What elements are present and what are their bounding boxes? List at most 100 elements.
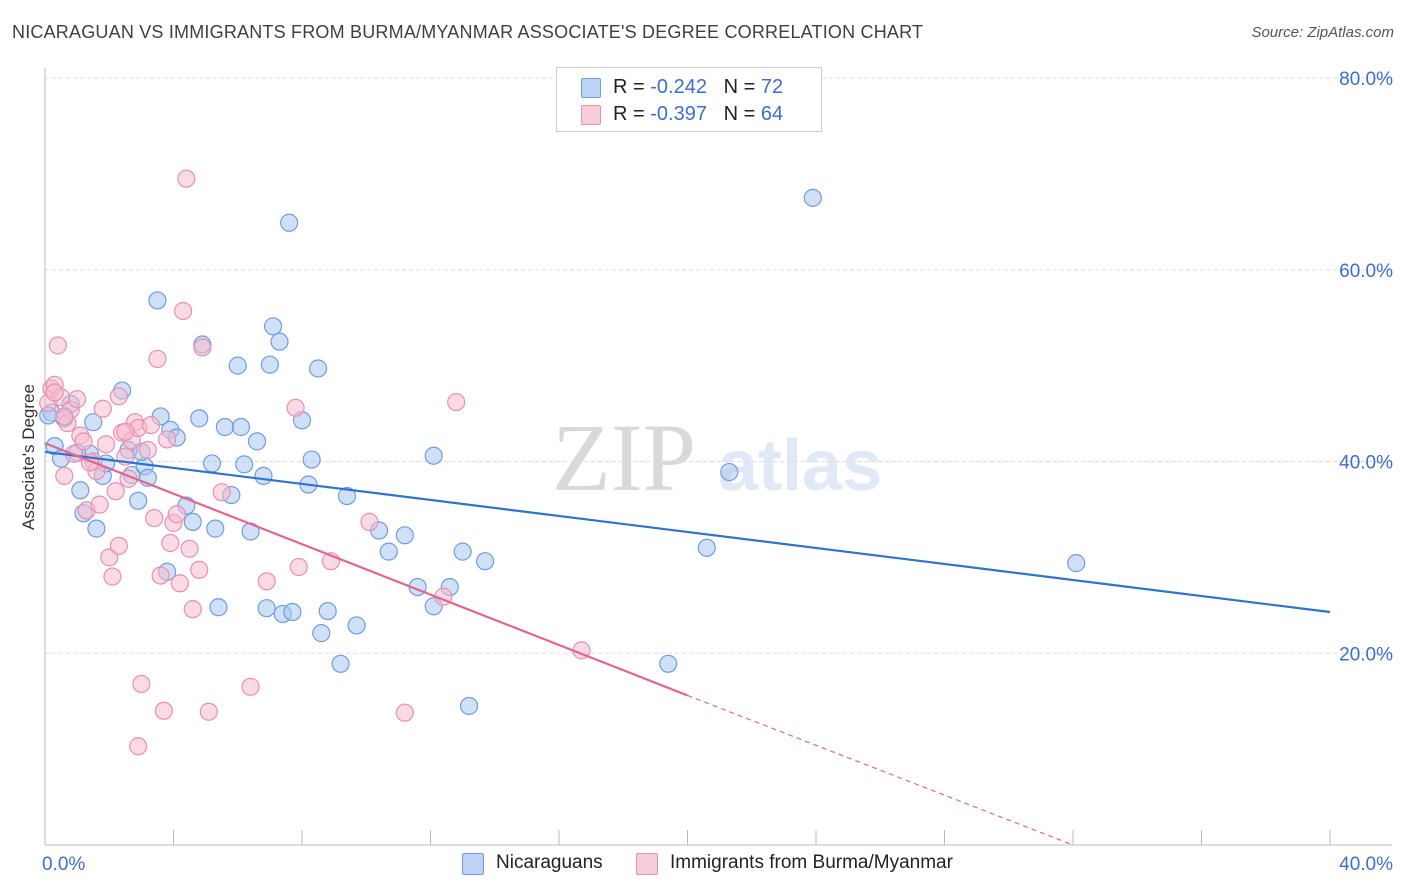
data-point bbox=[183, 600, 202, 619]
correlation-legend: R = -0.242 N = 72 R = -0.397 N = 64 bbox=[556, 67, 822, 132]
data-point bbox=[289, 557, 308, 577]
data-point bbox=[154, 701, 173, 720]
r-label: R = bbox=[613, 103, 651, 125]
data-point bbox=[228, 356, 247, 375]
bottom-legend-label: Immigrants from Burma/Myanmar bbox=[670, 852, 953, 873]
x-tick-label: 0.0% bbox=[42, 854, 85, 875]
bottom-swatch-pink bbox=[636, 853, 658, 875]
data-point bbox=[697, 538, 716, 557]
data-point bbox=[424, 446, 443, 465]
y-tick-label: 60.0% bbox=[1339, 261, 1393, 282]
chart-title: NICARAGUAN VS IMMIGRANTS FROM BURMA/MYAN… bbox=[12, 22, 924, 42]
data-point bbox=[212, 483, 231, 502]
data-point bbox=[803, 188, 822, 207]
data-point bbox=[167, 505, 186, 524]
data-point bbox=[45, 383, 64, 402]
data-point bbox=[157, 430, 177, 449]
data-point bbox=[283, 602, 302, 622]
r-value: -0.397 bbox=[650, 103, 707, 125]
data-point bbox=[476, 552, 495, 571]
bottom-legend-label: Nicaraguans bbox=[496, 852, 603, 873]
data-point bbox=[109, 387, 128, 406]
data-point bbox=[190, 409, 209, 428]
data-point bbox=[151, 566, 170, 585]
data-point bbox=[206, 519, 225, 538]
data-point bbox=[48, 336, 67, 355]
axes bbox=[44, 68, 1392, 846]
x-tick-label: 40.0% bbox=[1339, 854, 1393, 875]
data-point bbox=[241, 677, 260, 696]
data-point bbox=[103, 567, 122, 586]
data-point bbox=[347, 616, 366, 635]
n-value: 64 bbox=[760, 103, 784, 125]
data-point bbox=[177, 169, 196, 188]
data-point bbox=[96, 435, 116, 454]
watermark-zip: ZIP bbox=[552, 404, 696, 511]
data-point bbox=[148, 291, 167, 310]
data-point bbox=[209, 598, 228, 617]
data-point bbox=[148, 349, 167, 369]
data-point bbox=[231, 417, 251, 437]
data-point bbox=[129, 491, 148, 510]
data-point bbox=[312, 624, 331, 643]
y-tick-label: 40.0% bbox=[1339, 453, 1393, 474]
data-point bbox=[260, 355, 279, 374]
trend-line-burma bbox=[44, 442, 688, 697]
data-point bbox=[74, 432, 93, 451]
data-point bbox=[447, 392, 466, 412]
data-point bbox=[280, 213, 299, 232]
data-point bbox=[87, 519, 106, 538]
n-value: 72 bbox=[760, 76, 784, 98]
data-point bbox=[170, 574, 190, 593]
legend-text: R = -0.397 N = 64 bbox=[613, 103, 783, 126]
data-point bbox=[395, 526, 414, 545]
n-label: N = bbox=[723, 76, 761, 98]
data-point bbox=[257, 572, 276, 591]
trend-lines bbox=[44, 442, 1331, 846]
data-point bbox=[116, 422, 135, 441]
legend-swatch-pink bbox=[581, 105, 601, 125]
data-point bbox=[145, 508, 164, 528]
watermark-atlas: atlas bbox=[718, 426, 882, 506]
data-point bbox=[302, 450, 321, 469]
data-point bbox=[308, 359, 328, 378]
data-point bbox=[331, 654, 350, 673]
grid bbox=[45, 77, 1392, 654]
series-nicaraguans bbox=[39, 188, 1086, 716]
data-point bbox=[193, 338, 212, 357]
data-point bbox=[55, 466, 74, 485]
trend-line-nicaraguans bbox=[44, 450, 1331, 614]
data-point bbox=[337, 486, 357, 506]
data-point bbox=[247, 432, 267, 451]
data-point bbox=[109, 536, 128, 555]
data-point bbox=[183, 512, 202, 532]
data-point bbox=[235, 455, 254, 474]
data-point bbox=[263, 317, 283, 336]
data-point bbox=[132, 674, 151, 694]
data-point bbox=[379, 542, 398, 561]
data-point bbox=[71, 481, 90, 500]
data-point bbox=[659, 654, 678, 673]
data-point bbox=[190, 560, 209, 579]
data-point bbox=[453, 542, 472, 561]
data-point bbox=[106, 482, 125, 501]
data-point bbox=[254, 466, 273, 485]
data-point bbox=[55, 407, 74, 426]
data-point bbox=[459, 696, 479, 716]
axis-labels: 20.0% 40.0% 60.0% 80.0% 0.0% 40.0% Associate's… bbox=[19, 69, 1393, 875]
data-point bbox=[720, 462, 739, 482]
watermark: ZIP atlas bbox=[552, 404, 882, 511]
r-label: R = bbox=[613, 76, 651, 98]
data-point bbox=[286, 398, 305, 417]
y-axis-label: Associate's Degree bbox=[19, 384, 38, 530]
data-point bbox=[199, 702, 218, 721]
data-point bbox=[395, 703, 414, 722]
source-label: Source: ZipAtlas.com bbox=[1251, 24, 1394, 41]
data-point bbox=[90, 495, 109, 514]
data-point bbox=[360, 512, 379, 532]
data-point bbox=[215, 417, 234, 437]
data-point bbox=[180, 539, 199, 558]
data-point bbox=[68, 390, 87, 409]
data-point bbox=[129, 737, 148, 756]
data-point bbox=[257, 599, 276, 618]
